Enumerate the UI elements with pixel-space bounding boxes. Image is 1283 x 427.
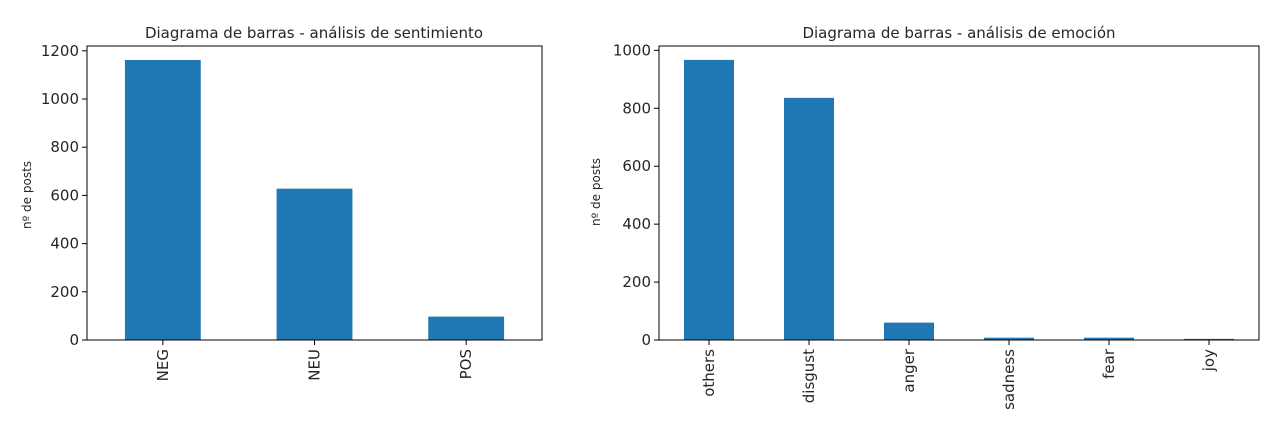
y-ticks: 0 200 400 600 800 1000 (613, 41, 659, 349)
bar-NEG (124, 59, 201, 340)
bar-others (684, 59, 734, 341)
y-tick-label: 600 (622, 157, 651, 175)
bar-disgust (784, 97, 834, 341)
y-tick-label: 400 (622, 215, 651, 233)
y-axis-label: nº de posts (20, 161, 34, 229)
y-ticks: 0 200 400 600 800 1000 1200 (41, 42, 87, 349)
y-tick-label: 800 (50, 138, 79, 156)
x-ticks: NEG NEU POS (154, 340, 475, 381)
x-tick-label: sadness (1000, 349, 1018, 410)
y-tick-label: 0 (69, 331, 79, 349)
y-tick-label: 400 (50, 235, 79, 253)
y-tick-label: 800 (622, 99, 651, 117)
bars (124, 59, 505, 340)
x-tick-label: disgust (800, 349, 818, 403)
chart-sentimiento: Diagrama de barras - análisis de sentimi… (20, 24, 543, 381)
y-tick-label: 0 (641, 331, 651, 349)
bar-fear (1084, 337, 1134, 340)
y-tick-label: 600 (50, 186, 79, 204)
bar-POS (428, 316, 505, 340)
bars (684, 59, 1234, 341)
plot-frame (86, 45, 543, 341)
x-tick-label: NEU (306, 349, 324, 381)
plot-frame (658, 45, 1260, 341)
x-tick-label: NEG (154, 349, 172, 381)
x-tick-label: fear (1100, 348, 1118, 379)
x-tick-label: others (700, 349, 718, 397)
chart-title: Diagrama de barras - análisis de sentimi… (145, 24, 483, 42)
y-tick-label: 1200 (41, 42, 79, 60)
bar-anger (884, 322, 934, 340)
x-tick-label: anger (900, 348, 918, 392)
bar-NEU (276, 188, 353, 340)
bar-sadness (984, 337, 1034, 340)
y-tick-label: 1000 (41, 90, 79, 108)
x-tick-label: joy (1200, 349, 1218, 372)
x-ticks: others disgust anger sadness fear joy (700, 340, 1218, 410)
bar-joy (1184, 338, 1234, 340)
y-axis-label: nº de posts (589, 158, 603, 226)
chart-emocion: Diagrama de barras - análisis de emoción… (589, 24, 1260, 410)
y-tick-label: 200 (50, 283, 79, 301)
y-tick-label: 200 (622, 273, 651, 291)
x-tick-label: POS (457, 349, 475, 379)
y-tick-label: 1000 (613, 41, 651, 59)
chart-title: Diagrama de barras - análisis de emoción (802, 24, 1115, 42)
